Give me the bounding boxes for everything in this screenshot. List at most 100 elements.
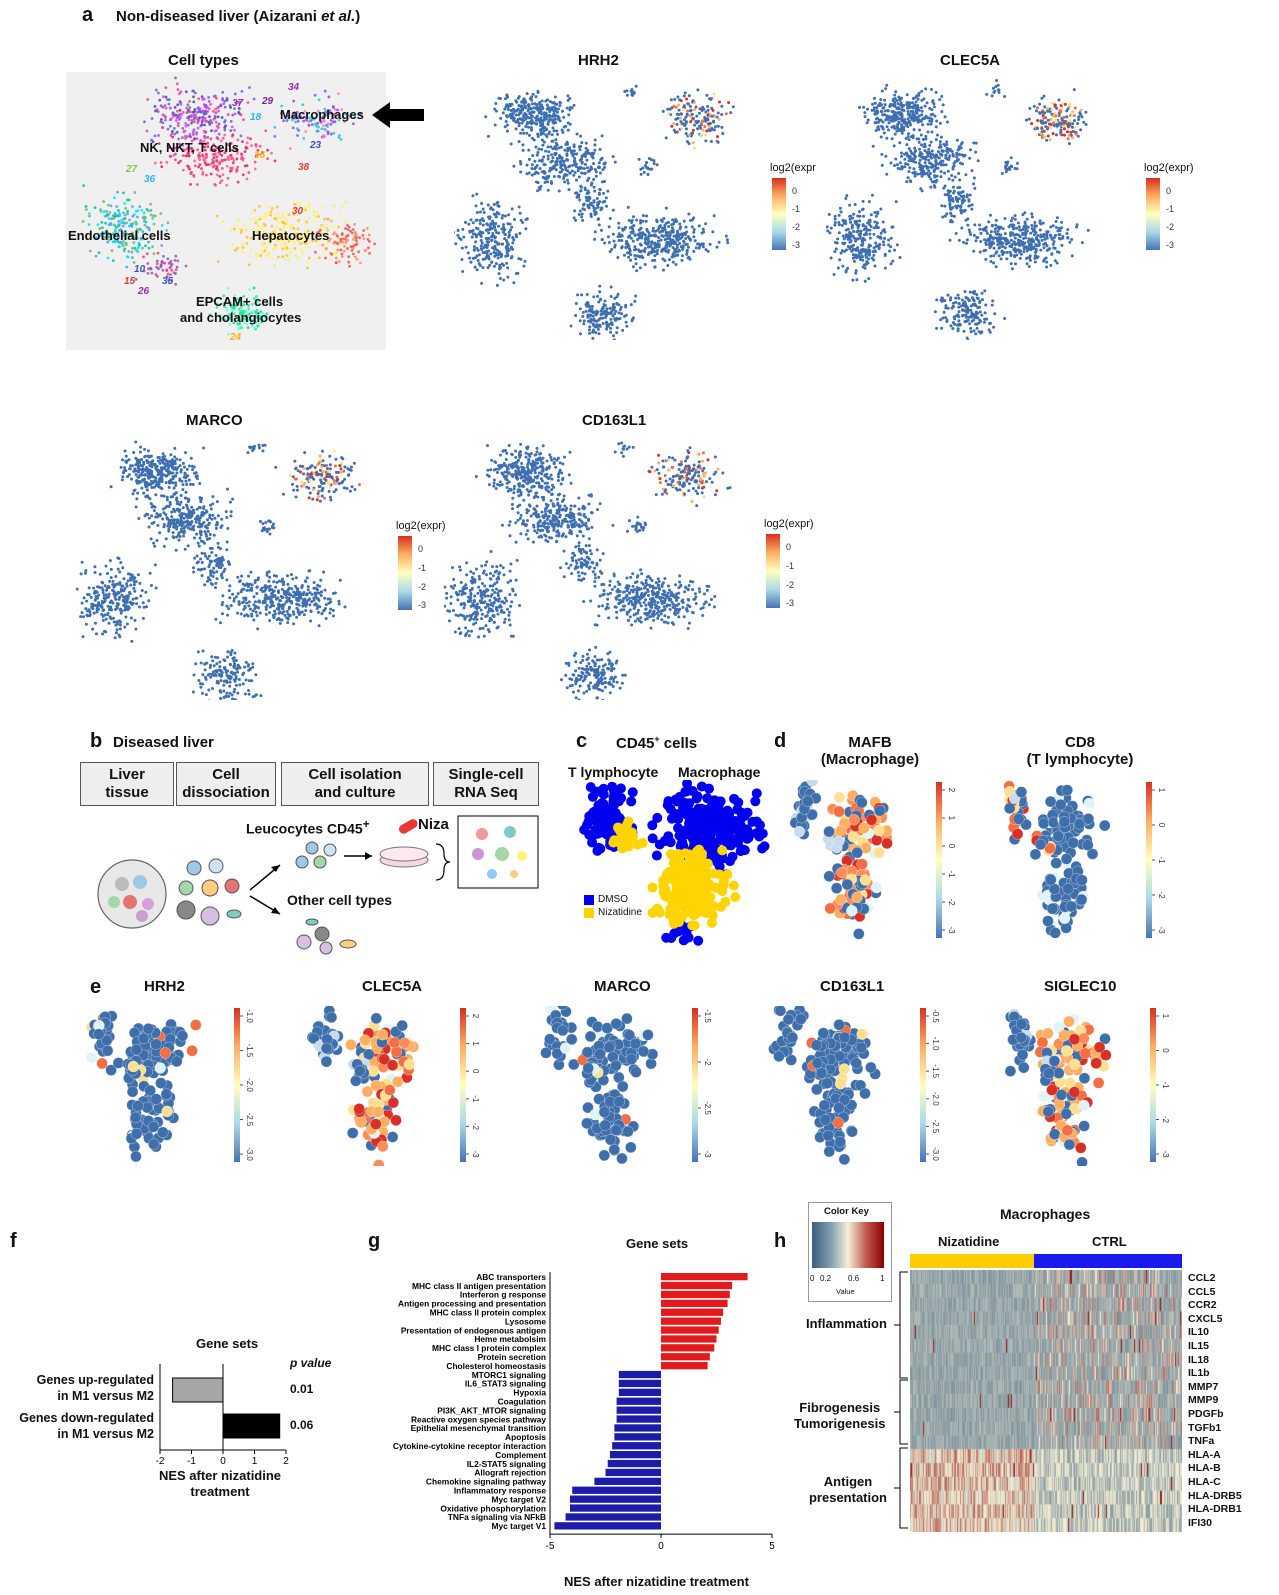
cell-dot — [522, 264, 526, 268]
cell-dot — [646, 172, 650, 176]
cell-dot — [181, 154, 185, 158]
cell-dot — [858, 234, 862, 238]
cell-dot — [514, 127, 518, 131]
cell-dot — [212, 533, 216, 537]
cell-dot — [145, 252, 149, 256]
cell-dot — [123, 213, 127, 217]
cell-dot — [138, 243, 141, 247]
cell-dot — [594, 170, 598, 174]
cell-dot — [590, 304, 594, 308]
cell-dot — [591, 311, 595, 315]
cell-dot — [147, 267, 150, 271]
cell-dot — [856, 255, 860, 259]
cell-dot — [134, 440, 138, 444]
cell-dot — [134, 277, 138, 281]
cell-dot — [521, 108, 525, 112]
cell-dot — [1045, 233, 1049, 237]
cell-dot — [214, 183, 217, 187]
cell-dot — [484, 115, 488, 119]
cell-dot — [562, 174, 566, 178]
cell-dot — [915, 104, 919, 108]
cell-dot — [961, 303, 965, 307]
cell-dot — [616, 292, 620, 296]
cell-dot — [957, 147, 961, 151]
cell-dot — [924, 114, 928, 118]
cell-dot — [201, 170, 205, 174]
cell-dot — [883, 230, 887, 234]
cell-dot — [896, 123, 900, 127]
cell-dot — [870, 108, 874, 112]
cell-dot — [709, 139, 713, 143]
cell-dot — [233, 112, 237, 116]
cell-dot — [191, 133, 195, 136]
cell-dot — [511, 247, 515, 251]
cell-dot — [871, 250, 875, 254]
cell-dot — [496, 204, 500, 208]
cell-dot — [171, 476, 175, 480]
cell-dot — [178, 100, 182, 103]
cell-dot — [274, 217, 278, 221]
cell-dot — [272, 247, 276, 251]
cell-dot — [181, 110, 185, 114]
cell-dot — [335, 241, 339, 245]
cell-dot — [618, 317, 622, 321]
cell-dot — [907, 105, 911, 109]
cell-dot — [238, 100, 242, 104]
cell-dot — [204, 152, 208, 156]
cell-dot — [883, 109, 887, 113]
cell-dot — [587, 206, 591, 210]
cell-dot — [924, 134, 928, 138]
cell-dot — [203, 160, 207, 163]
cell-dot — [532, 121, 536, 125]
cell-dot — [512, 118, 516, 122]
cell-dot — [304, 130, 308, 133]
cell-dot — [353, 255, 357, 259]
cell-dot — [523, 99, 527, 103]
cell-dot — [106, 256, 110, 260]
colorbar-tick: -1 — [1166, 204, 1175, 214]
cell-dot — [281, 237, 285, 241]
cell-dot — [196, 148, 200, 152]
cell-dot — [1040, 110, 1044, 114]
cell-dot — [174, 282, 178, 286]
cell-dot — [498, 276, 502, 280]
cell-dot — [694, 119, 698, 123]
cell-dot — [599, 158, 603, 162]
cell-dot — [174, 483, 178, 487]
cell-dot — [107, 235, 111, 239]
cell-dot — [506, 222, 510, 226]
cell-dot — [945, 140, 949, 144]
cell-dot — [597, 332, 601, 336]
cell-dot — [197, 165, 200, 169]
cell-dot — [337, 259, 341, 263]
cell-dot — [258, 144, 262, 148]
cell-dot — [965, 193, 969, 197]
cell-dot — [242, 300, 246, 304]
cell-dot — [533, 102, 537, 106]
cell-dot — [956, 186, 960, 190]
cell-dot — [1056, 229, 1060, 233]
cell-dot — [960, 226, 964, 230]
cell-dot — [553, 114, 557, 118]
cell-dot — [142, 215, 146, 219]
cell-dot — [862, 263, 866, 267]
cell-dot — [172, 271, 176, 275]
cell-dot — [646, 167, 650, 171]
cell-dot — [218, 152, 222, 156]
cell-dot — [1042, 94, 1046, 98]
cell-dot — [456, 233, 460, 237]
cell-dot — [527, 133, 531, 137]
cell-dot — [177, 538, 181, 542]
cell-dot — [204, 142, 208, 146]
cell-dot — [957, 152, 961, 156]
cell-dot — [1043, 241, 1047, 245]
cell-dot — [913, 150, 917, 154]
cell-dot — [692, 230, 696, 234]
cell-dot — [183, 471, 187, 475]
cell-dot — [547, 106, 551, 110]
cell-dot — [578, 148, 582, 152]
cell-dot — [174, 268, 178, 272]
cell-dot — [647, 240, 651, 244]
cell-dot — [927, 147, 931, 151]
cell-dot — [286, 116, 290, 120]
